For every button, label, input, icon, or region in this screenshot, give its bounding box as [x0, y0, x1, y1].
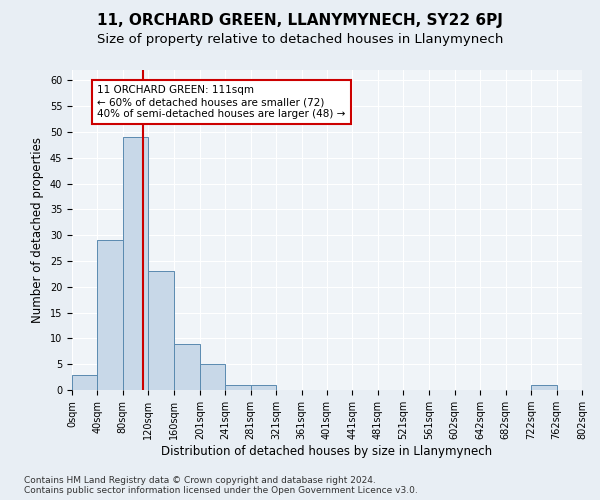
Bar	[174, 344, 200, 390]
Y-axis label: Number of detached properties: Number of detached properties	[31, 137, 44, 323]
X-axis label: Distribution of detached houses by size in Llanymynech: Distribution of detached houses by size …	[161, 445, 493, 458]
Text: Size of property relative to detached houses in Llanymynech: Size of property relative to detached ho…	[97, 32, 503, 46]
Bar	[97, 240, 123, 390]
Bar	[200, 364, 225, 390]
Bar	[72, 374, 97, 390]
Bar	[225, 385, 251, 390]
Text: Contains HM Land Registry data © Crown copyright and database right 2024.
Contai: Contains HM Land Registry data © Crown c…	[24, 476, 418, 495]
Text: 11 ORCHARD GREEN: 111sqm
← 60% of detached houses are smaller (72)
40% of semi-d: 11 ORCHARD GREEN: 111sqm ← 60% of detach…	[97, 86, 346, 118]
Bar	[148, 272, 174, 390]
Bar	[531, 385, 557, 390]
Bar	[251, 385, 276, 390]
Bar	[123, 137, 148, 390]
Text: 11, ORCHARD GREEN, LLANYMYNECH, SY22 6PJ: 11, ORCHARD GREEN, LLANYMYNECH, SY22 6PJ	[97, 12, 503, 28]
